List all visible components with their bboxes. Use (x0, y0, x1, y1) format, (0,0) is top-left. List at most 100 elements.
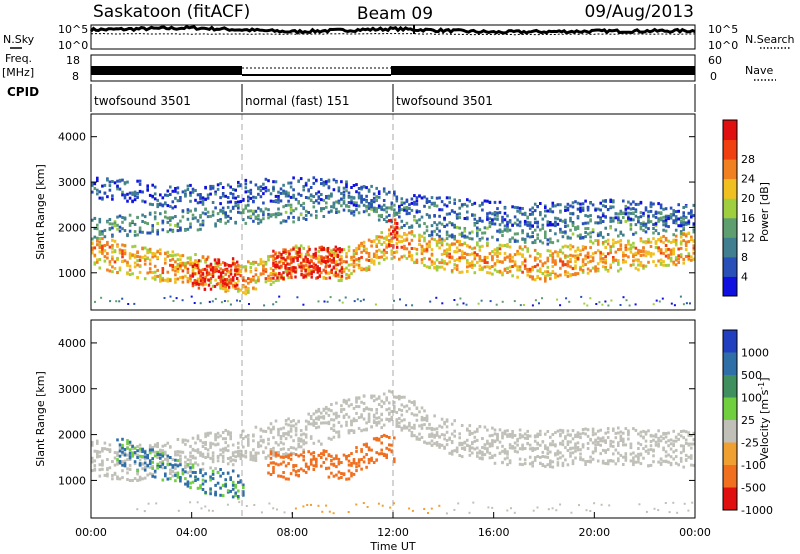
power-cell (262, 201, 265, 205)
power-cell (345, 180, 348, 184)
power-panel-frame (90, 113, 696, 311)
power-cell (408, 207, 411, 210)
power-cell-strong (320, 256, 323, 260)
power-cell (556, 217, 560, 221)
power-cell (274, 212, 278, 216)
power-cell (199, 223, 202, 227)
velocity-cell (101, 459, 104, 463)
velocity-cell (209, 444, 212, 448)
power-cell (556, 274, 560, 278)
velocity-cell (322, 416, 326, 420)
power-cell (554, 272, 557, 276)
power-cell (372, 209, 376, 213)
power-cell-near (465, 303, 468, 306)
power-cell (377, 235, 381, 239)
power-cell (569, 274, 572, 278)
power-cell (679, 224, 683, 228)
power-cell-near (329, 296, 332, 299)
velocity-cell (269, 422, 273, 426)
power-cell (440, 258, 444, 262)
velocity-cell (476, 451, 479, 455)
power-cell (400, 240, 404, 243)
velocity-cell (315, 457, 318, 461)
power-cell (327, 194, 331, 198)
velocity-cell (136, 478, 139, 482)
power-cell (531, 210, 534, 214)
power-cell (642, 211, 645, 215)
power-cell (196, 219, 200, 223)
y-tick-label: 1000 (58, 267, 86, 280)
power-cell (393, 255, 396, 259)
power-cell (458, 256, 461, 260)
power-cell (637, 268, 640, 272)
power-cell (458, 206, 461, 210)
power-cell (138, 230, 142, 234)
power-cell (619, 231, 623, 235)
velocity-cell (357, 464, 361, 468)
power-cell (546, 242, 550, 246)
power-cell-strong (233, 262, 237, 266)
power-cell (617, 240, 620, 244)
power-cell (687, 254, 691, 257)
power-cell (564, 244, 567, 248)
power-cell (382, 236, 386, 240)
velocity-cell (677, 463, 680, 467)
velocity-cell (564, 435, 567, 439)
power-cell (579, 206, 582, 210)
velocity-cell (322, 407, 326, 411)
power-cell (642, 213, 645, 217)
velocity-cell (317, 417, 321, 421)
velocity-cell (148, 472, 152, 476)
power-cell (211, 184, 215, 188)
velocity-cell (254, 425, 258, 429)
power-cell (161, 276, 165, 280)
velocity-cell (617, 444, 620, 447)
velocity-cell (561, 454, 565, 458)
power-cell (219, 262, 222, 266)
power-cell (458, 216, 461, 220)
velocity-cell (91, 469, 94, 473)
power-cell-strong (308, 272, 311, 276)
power-cell (189, 277, 192, 281)
velocity-cell (116, 462, 119, 466)
velocity-cell (388, 401, 391, 405)
power-cell (614, 228, 618, 232)
power-cell (282, 191, 285, 195)
power-cell (164, 210, 167, 214)
power-cell (518, 252, 522, 256)
velocity-cell (214, 467, 217, 471)
power-cell (526, 223, 529, 227)
velocity-cell (604, 449, 607, 453)
power-cell (164, 251, 167, 255)
velocity-cell (445, 418, 449, 422)
velocity-cell (433, 435, 436, 439)
velocity-cell (609, 459, 612, 463)
velocity-cell (405, 409, 409, 413)
power-cell (138, 258, 142, 262)
power-cell (267, 212, 270, 216)
velocity-cell (559, 432, 562, 436)
power-cell (98, 232, 102, 236)
power-cell (176, 186, 180, 190)
power-cell (169, 279, 172, 283)
power-colorbar-swatch (723, 217, 737, 238)
velocity-cell (211, 442, 215, 446)
velocity-cell (304, 433, 308, 437)
power-cell-strong (213, 258, 217, 262)
power-cell (118, 268, 122, 272)
power-cell (423, 263, 426, 267)
power-cell (133, 192, 137, 196)
velocity-cell (302, 450, 305, 454)
power-cell (601, 257, 605, 261)
velocity-cell (574, 433, 577, 437)
velocity-cell (398, 421, 401, 425)
velocity-cell (267, 454, 270, 458)
power-cell-strong (229, 272, 233, 276)
velocity-cell (398, 394, 401, 398)
velocity-cell (637, 452, 640, 456)
power-cell (458, 240, 461, 244)
power-cell (176, 222, 180, 226)
power-cell-strong (207, 272, 211, 276)
power-cell (317, 257, 321, 261)
velocity-cell (619, 436, 623, 440)
